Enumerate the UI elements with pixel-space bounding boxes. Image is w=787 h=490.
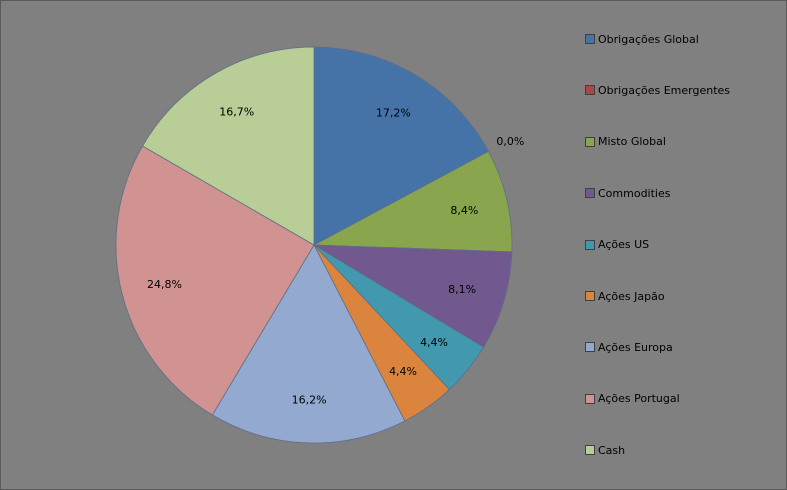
pie-slice-4 [312, 244, 513, 348]
legend-item-6: Ações Japão [585, 286, 665, 306]
pie-slice-3 [312, 150, 513, 253]
legend-item-9: Cash [585, 440, 625, 460]
legend-label-1: Obrigações Global [598, 32, 699, 46]
data-label-5: 4,4% [420, 336, 448, 349]
legend-swatch-5 [585, 239, 595, 250]
legend-swatch-1 [585, 34, 595, 44]
pie-slice-1 [313, 46, 490, 246]
pie-slices [115, 46, 513, 444]
data-label-7: 16,2% [292, 393, 327, 406]
legend-swatch-4 [585, 188, 595, 199]
legend-item-5: Ações US [585, 235, 649, 255]
data-label-6: 4,4% [389, 365, 417, 378]
data-label-8: 24,8% [147, 278, 182, 291]
legend-swatch-9 [585, 445, 595, 456]
legend-label-6: Ações Japão [598, 289, 665, 303]
legend-item-3: Misto Global [585, 132, 666, 152]
legend-label-7: Ações Europa [598, 340, 673, 354]
legend-label-4: Commodities [598, 186, 671, 200]
legend-swatch-8 [585, 393, 595, 404]
legend-label-5: Ações US [598, 238, 650, 252]
legend-label-8: Ações Portugal [598, 392, 680, 406]
legend-swatch-3 [585, 136, 595, 147]
legend-item-2: Obrigações Emergentes [585, 80, 730, 100]
data-label-1: 17,2% [376, 106, 411, 119]
data-label-2: 0,0% [496, 135, 524, 148]
legend-item-7: Ações Europa [585, 337, 673, 357]
data-label-3: 8,4% [450, 204, 478, 217]
legend-swatch-2 [585, 85, 595, 96]
pie-slice-9 [141, 46, 315, 246]
data-label-4: 8,1% [448, 283, 476, 296]
pie-slice-8 [115, 145, 315, 416]
legend-label-9: Cash [598, 443, 626, 457]
legend-label-3: Misto Global [598, 135, 666, 149]
legend-item-4: Commodities [585, 183, 670, 203]
legend-item-8: Ações Portugal [585, 389, 680, 409]
data-label-9: 16,7% [219, 105, 254, 118]
legend-item-1: Obrigações Global [585, 29, 699, 49]
legend-label-2: Obrigações Emergentes [598, 83, 731, 97]
pie-labels: 17,2% 0,0% 8,4% 8,1% 4,4% 4,4% 16,2% 24,8% 16,7% [147, 105, 524, 406]
legend-swatch-6 [585, 291, 595, 301]
legend-swatch-7 [585, 342, 595, 353]
pie-slice-7 [211, 244, 406, 444]
